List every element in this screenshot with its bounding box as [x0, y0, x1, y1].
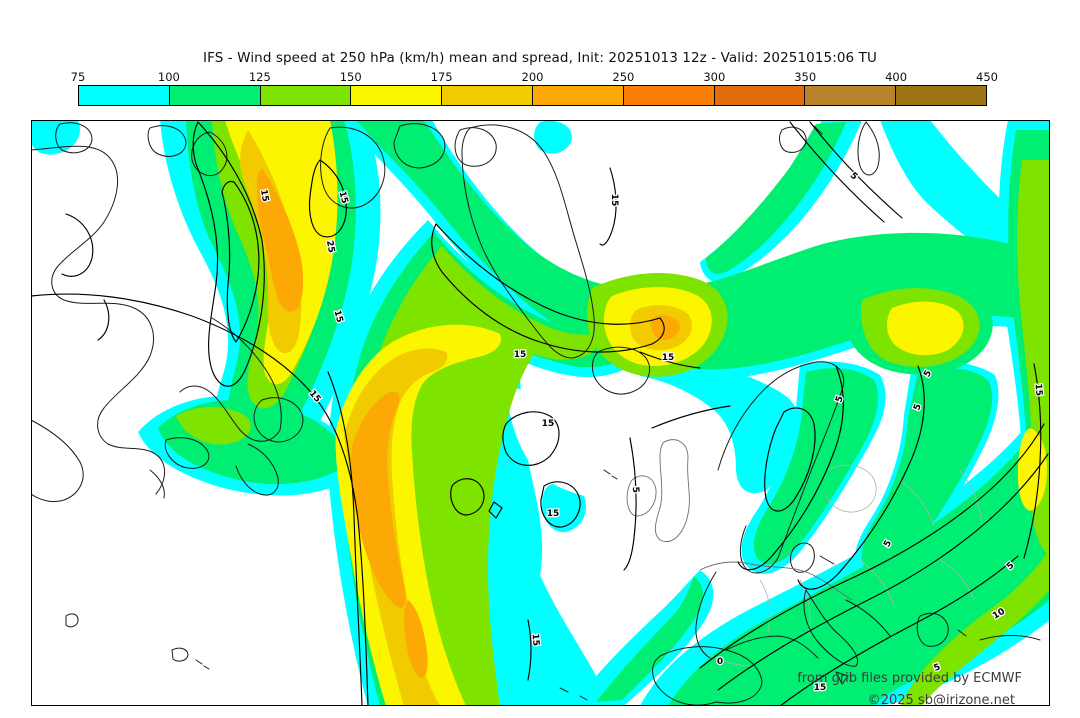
- colorbar-segment-75-100: [79, 86, 170, 105]
- map-frame: [31, 120, 1050, 706]
- colorbar-segment-350-400: [805, 86, 897, 105]
- attribution-line1: from grib files provided by ECMWF: [797, 671, 1022, 686]
- contour-label-5: 5: [912, 403, 924, 412]
- colorbar-tick: 200: [521, 70, 544, 84]
- colorbar-tick: 100: [157, 70, 180, 84]
- colorbar-tick: 175: [430, 70, 453, 84]
- colorbar-tick: 350: [794, 70, 817, 84]
- uk-ireland-coast: [626, 439, 853, 601]
- colorbar-ticks: 75 100 125 150 175 200 250 300 350 400 450: [71, 70, 998, 84]
- wind-speed-filled-field: [31, 120, 1050, 706]
- colorbar-segment-150-175: [351, 86, 443, 105]
- colorbar: [78, 85, 987, 106]
- spread-contours: [31, 121, 1049, 706]
- contour-label-15: 15: [529, 633, 540, 646]
- contour-label-0: 0: [717, 657, 723, 667]
- contour-label-5: 5: [933, 662, 942, 674]
- attribution-line2: ©2025 sb@irizone.net: [868, 693, 1015, 706]
- colorbar-segment-300-350: [714, 86, 806, 105]
- contour-label-15: 15: [662, 353, 675, 363]
- contour-label-5: 5: [630, 486, 641, 493]
- contour-label-5: 5: [834, 395, 846, 404]
- map-container: 15 15 25 15 15 15 15 15 15 15 15 5 5 5 5 5 15 5 0 5 10 5 15 fr…: [31, 120, 1050, 706]
- colorbar-segment-125-150: [260, 86, 352, 105]
- colorbar-tick: 300: [703, 70, 726, 84]
- contour-label-15: 15: [1032, 383, 1043, 396]
- colorbar-tick: 150: [339, 70, 362, 84]
- colorbar-tick: 125: [248, 70, 271, 84]
- colorbar-tick: 400: [885, 70, 908, 84]
- colorbar-tick: 450: [976, 70, 998, 84]
- colorbar-segment-200-250: [532, 86, 624, 105]
- contour-label-15: 15: [336, 190, 349, 205]
- contour-label-15: 15: [547, 509, 560, 519]
- colorbar-segment-400-450: [896, 86, 986, 105]
- contour-label-15: 15: [542, 419, 555, 429]
- colorbar-segment-175-200: [442, 86, 533, 105]
- colorbar-tick: 250: [612, 70, 635, 84]
- colorbar-segment-250-300: [623, 86, 715, 105]
- page-title: IFS - Wind speed at 250 hPa (km/h) mean …: [203, 50, 877, 66]
- contour-label-15: 15: [514, 350, 527, 360]
- contour-label-15: 15: [609, 194, 619, 207]
- colorbar-segment-100-125: [169, 86, 261, 105]
- political-borders: [699, 464, 983, 667]
- contour-label-15: 15: [331, 309, 344, 324]
- colorbar-tick: 75: [70, 70, 86, 84]
- contour-label-15: 15: [814, 683, 827, 693]
- contour-label-25: 25: [324, 240, 336, 254]
- contour-label-15: 15: [258, 189, 270, 203]
- coastlines: [31, 121, 1041, 706]
